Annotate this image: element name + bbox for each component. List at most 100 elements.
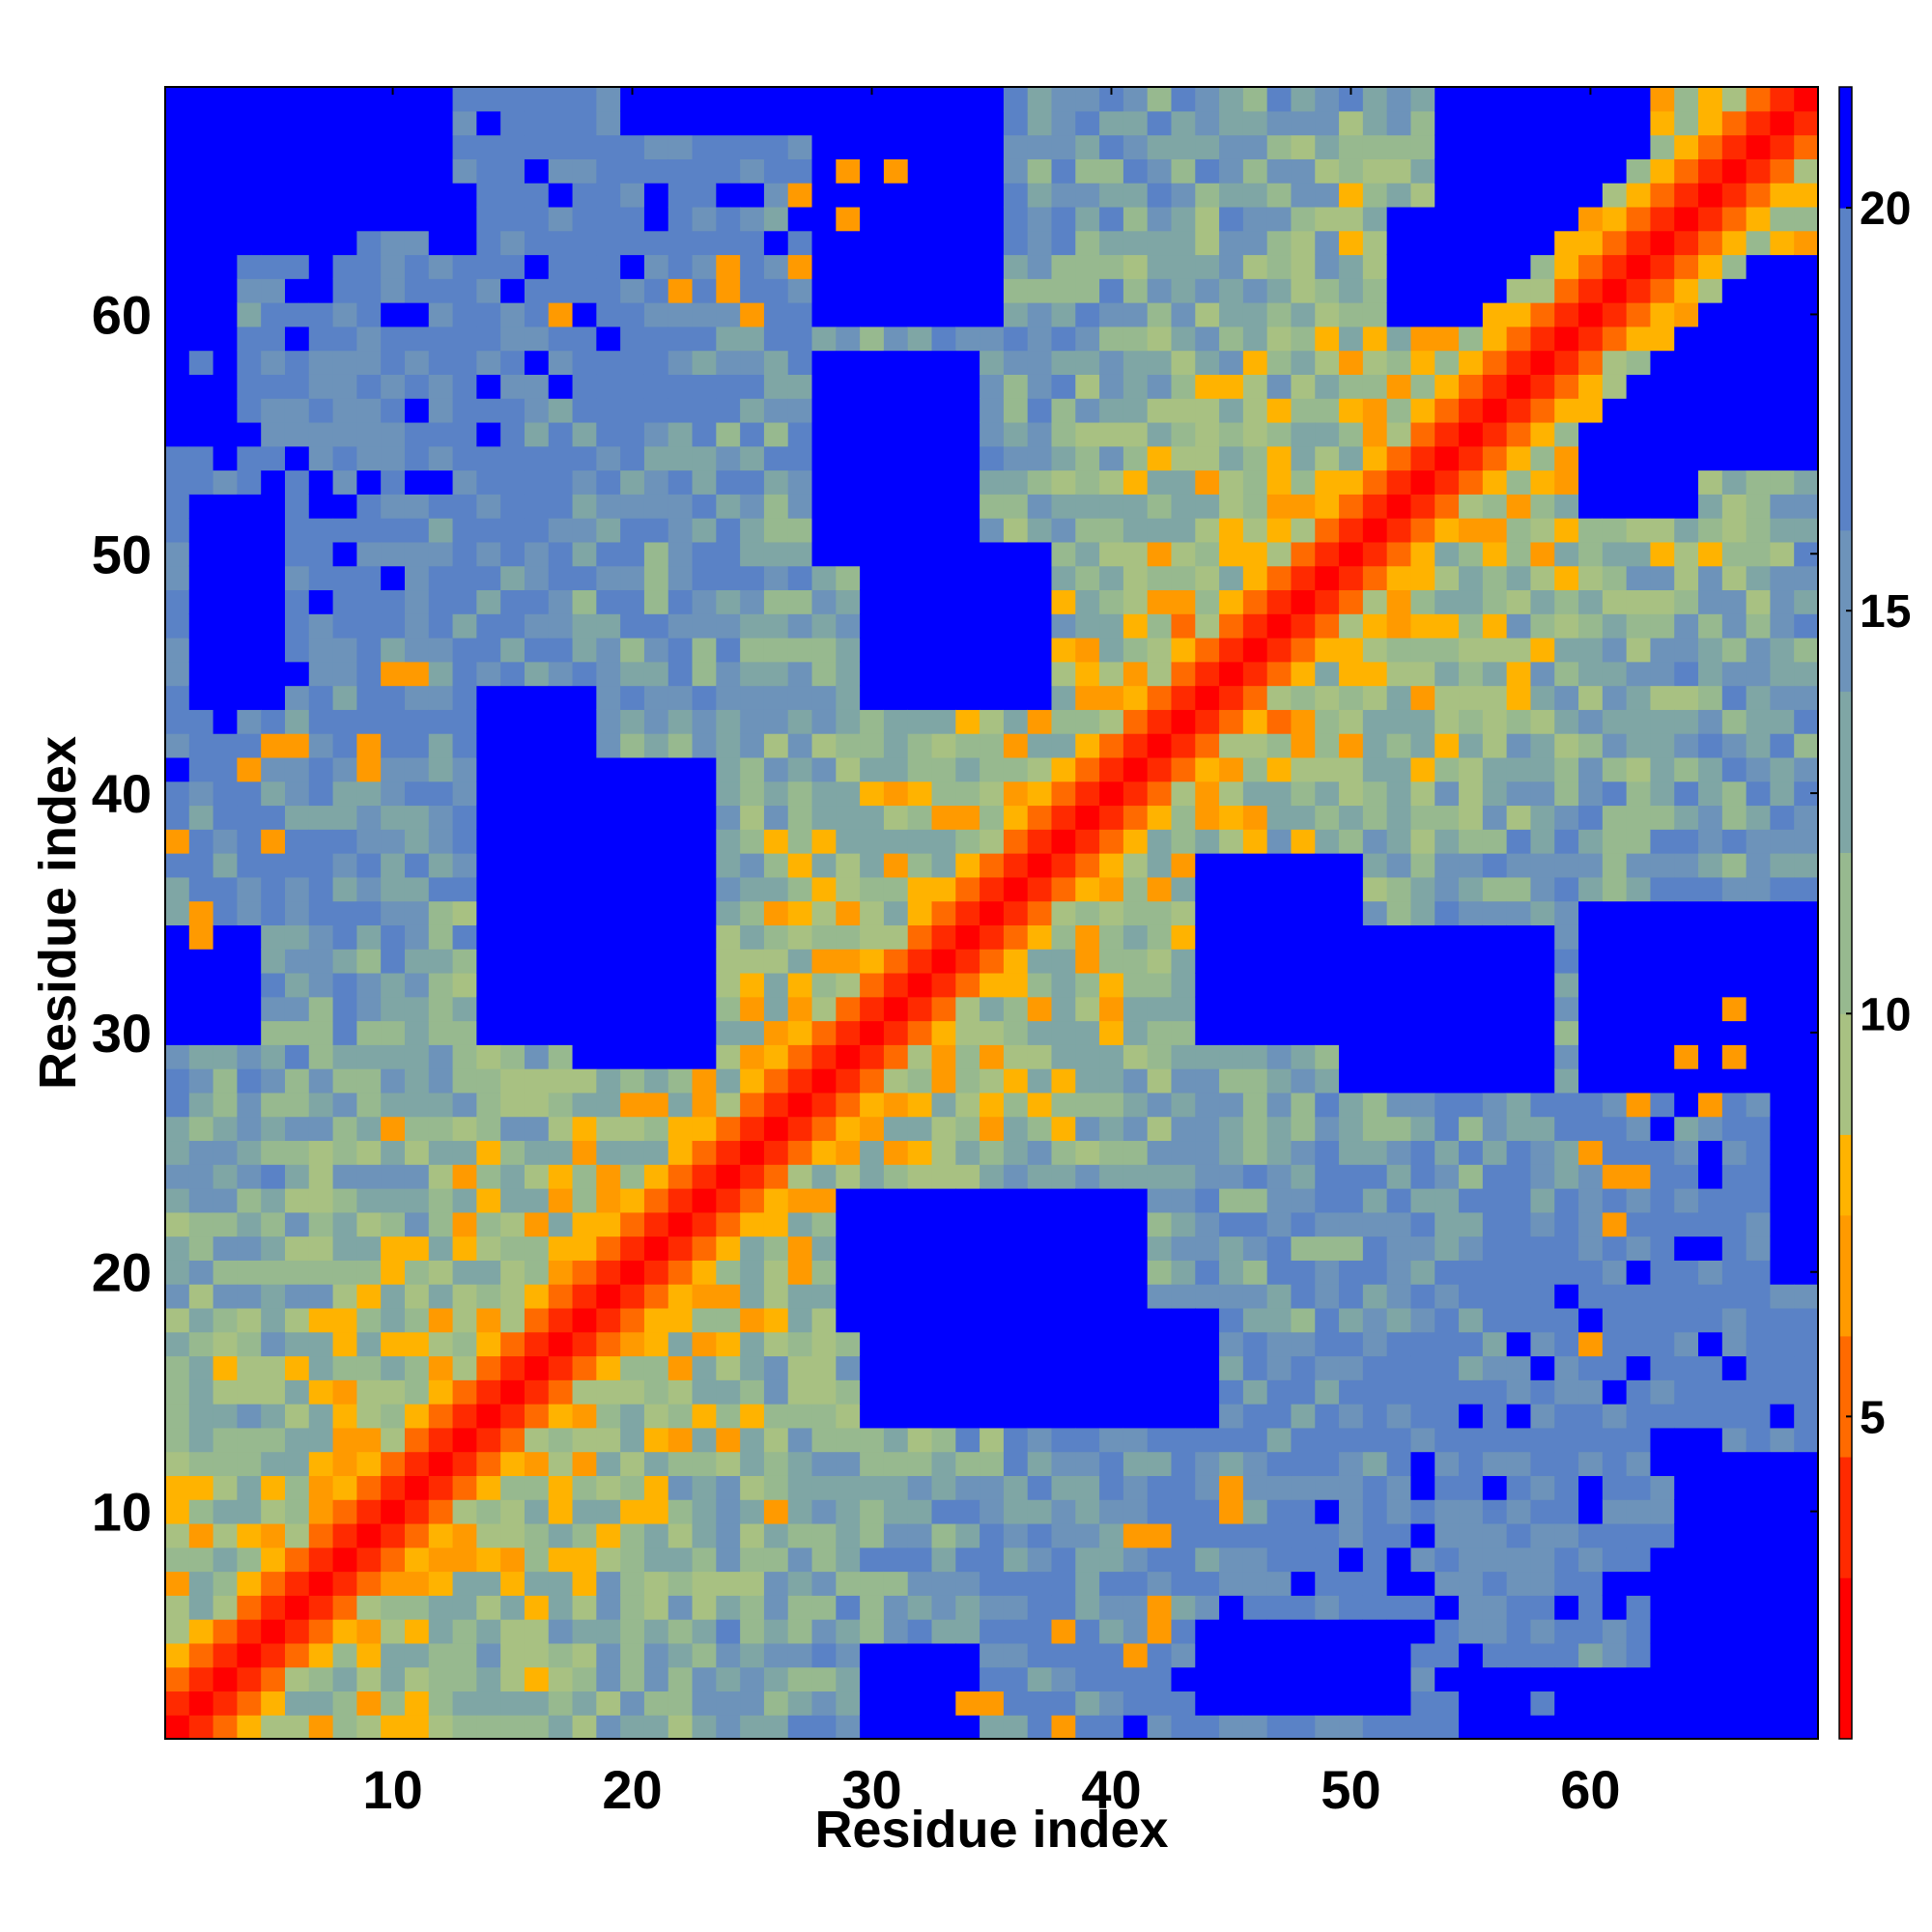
heatmap-cell [716, 1116, 741, 1142]
heatmap-cell [1266, 326, 1293, 352]
heatmap-cell [332, 996, 357, 1022]
heatmap-cell [1506, 565, 1532, 591]
heatmap-cell [1266, 1451, 1293, 1476]
heatmap-cell [1122, 183, 1149, 208]
heatmap-cell [165, 829, 190, 854]
heatmap-cell [1242, 326, 1268, 352]
heatmap-cell [1506, 1331, 1532, 1357]
heatmap-cell [1698, 374, 1723, 399]
heatmap-cell [955, 900, 980, 925]
heatmap-cell [1674, 1307, 1699, 1333]
heatmap-cell [476, 1642, 501, 1668]
heatmap-cell [692, 1092, 717, 1118]
heatmap-cell [980, 134, 1005, 159]
heatmap-cell [1626, 1715, 1652, 1740]
heatmap-cell [237, 494, 262, 519]
heatmap-cell [237, 972, 262, 998]
heatmap-cell [261, 1236, 286, 1261]
heatmap-cell [620, 613, 645, 639]
heatmap-cell [836, 469, 861, 495]
heatmap-cell [1075, 1116, 1100, 1142]
heatmap-cell [811, 158, 837, 184]
heatmap-cell [980, 1715, 1005, 1740]
heatmap-cell [1027, 685, 1053, 710]
heatmap-cell [980, 565, 1005, 591]
heatmap-cell [381, 829, 406, 854]
heatmap-cell [931, 230, 956, 256]
heatmap-cell [1698, 1331, 1723, 1357]
heatmap-cell [308, 1284, 334, 1309]
heatmap-cell [907, 134, 933, 159]
heatmap-cell [1746, 1427, 1772, 1453]
heatmap-cell [404, 996, 430, 1022]
heatmap-cell [1362, 1355, 1388, 1380]
heatmap-cell [572, 1642, 597, 1668]
heatmap-cell [1506, 398, 1532, 423]
heatmap-cell [1674, 1571, 1699, 1596]
heatmap-cell [237, 1547, 262, 1573]
heatmap-cell [1578, 541, 1604, 567]
heatmap-cell [261, 781, 286, 807]
heatmap-cell [1506, 541, 1532, 567]
heatmap-cell [716, 1379, 741, 1405]
heatmap-cell [1578, 1284, 1604, 1309]
heatmap-cell [643, 1499, 669, 1524]
heatmap-cell [740, 1642, 765, 1668]
heatmap-cell [404, 924, 430, 950]
heatmap-cell [1746, 781, 1772, 807]
colorbar [1838, 86, 1853, 1740]
heatmap-cell [811, 1379, 837, 1405]
heatmap-cell [1051, 638, 1076, 663]
heatmap-cell [1386, 1404, 1412, 1429]
heatmap-cell [716, 1522, 741, 1548]
heatmap-cell [1242, 134, 1268, 159]
heatmap-cell [1147, 1499, 1173, 1524]
heatmap-cell [1650, 709, 1675, 734]
heatmap-cell [476, 685, 501, 710]
heatmap-cell [308, 469, 334, 495]
heatmap-cell [165, 1284, 190, 1309]
heatmap-cell [1147, 1092, 1173, 1118]
heatmap-cell [1410, 1547, 1435, 1573]
heatmap-cell [1721, 829, 1747, 854]
heatmap-cell [1266, 87, 1293, 112]
heatmap-cell [476, 1116, 501, 1142]
heatmap-cell [1339, 1116, 1364, 1142]
heatmap-cell [1003, 1236, 1029, 1261]
heatmap-cell [1770, 541, 1795, 567]
heatmap-cell [524, 1260, 550, 1285]
heatmap-cell [1075, 1260, 1100, 1285]
heatmap-cell [1266, 972, 1293, 998]
heatmap-cell [1530, 829, 1555, 854]
heatmap-cell [452, 924, 477, 950]
heatmap-cell [883, 805, 909, 830]
heatmap-cell [1650, 421, 1675, 447]
heatmap-cell [1506, 876, 1532, 902]
heatmap-cell [1027, 1451, 1053, 1476]
heatmap-cell [1386, 374, 1412, 399]
heatmap-cell [1291, 1020, 1316, 1045]
heatmap-cell [1266, 1666, 1293, 1692]
heatmap-cell [1195, 158, 1220, 184]
heatmap-cell [955, 1211, 980, 1237]
heatmap-cell [165, 518, 190, 543]
heatmap-cell [1075, 326, 1100, 352]
heatmap-cell [1578, 1331, 1604, 1357]
x-tick-label: 60 [1560, 1759, 1620, 1820]
heatmap-cell [476, 421, 501, 447]
heatmap-cell [980, 661, 1005, 687]
heatmap-cell [1362, 1284, 1388, 1309]
heatmap-cell [500, 781, 526, 807]
heatmap-cell [1339, 494, 1364, 519]
heatmap-cell [500, 1284, 526, 1309]
heatmap-cell [811, 876, 837, 902]
heatmap-cell [452, 1690, 477, 1716]
heatmap-cell [1195, 421, 1220, 447]
heatmap-cell [668, 1715, 694, 1740]
heatmap-cell [1482, 1595, 1508, 1620]
heatmap-cell [1171, 350, 1196, 375]
heatmap-cell [1674, 924, 1699, 950]
heatmap-cell [404, 183, 430, 208]
heatmap-cell [1698, 1404, 1723, 1429]
heatmap-cell [1339, 1092, 1364, 1118]
